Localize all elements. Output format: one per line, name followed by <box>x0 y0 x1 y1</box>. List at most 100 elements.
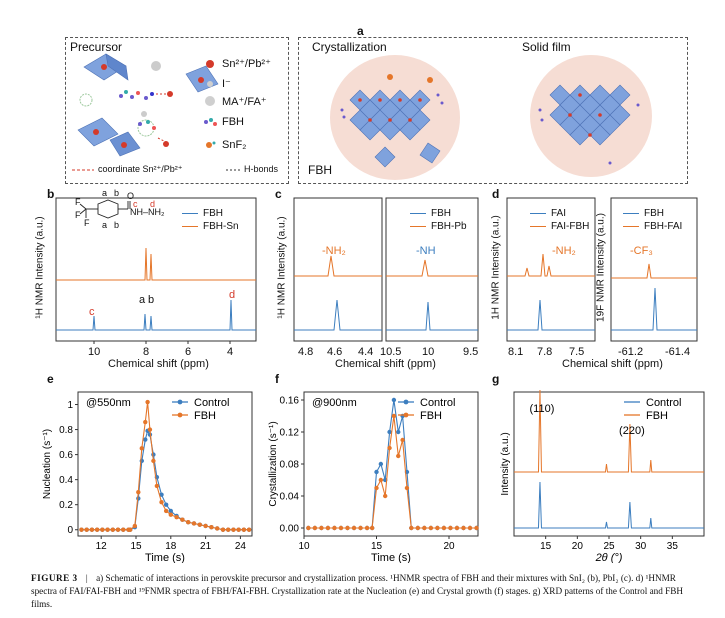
e-annotation: @550nm <box>86 397 131 409</box>
f-ytick-label: 0.16 <box>280 396 300 407</box>
f-fbh-point <box>409 525 414 531</box>
legend-sn-pb: Sn²⁺/Pb²⁺ <box>222 58 271 70</box>
e-fbh-point <box>197 522 202 527</box>
e-ytick-label: 1 <box>67 400 73 411</box>
f-fbh-point <box>378 477 384 483</box>
e-fbh-point <box>191 521 197 526</box>
f-control-point <box>378 461 384 467</box>
e-legend-marker <box>177 412 183 418</box>
e-control-point <box>159 492 164 497</box>
panel-c-right-frame <box>385 197 479 342</box>
e-fbh-point <box>136 489 141 495</box>
legend-coordinate: coordinate Sn²⁺/Pb²⁺ <box>98 164 183 174</box>
figure-caption: FIGURE 3 | a) Schematic of interactions … <box>31 572 701 611</box>
e-xtick-label: 15 <box>130 541 142 552</box>
panel-e-letter: e <box>47 372 54 386</box>
e-fbh-point <box>89 527 95 532</box>
f-xtick-label: 15 <box>371 541 383 552</box>
e-legend-label: FBH <box>194 410 216 422</box>
f-fbh-point <box>374 485 379 491</box>
f-fbh-point <box>319 525 324 531</box>
d-xtick-81: 8.1 <box>508 346 524 358</box>
b-xlabel: Chemical shift (ppm) <box>108 358 209 370</box>
panel-c-left-frame <box>293 197 383 342</box>
f-fbh-point <box>338 525 344 531</box>
e-legend-label: Control <box>194 397 229 409</box>
d-ylabel-right: 19F NMR Intensity (a.u.) <box>595 213 607 322</box>
c-legend-fbhpb: FBH-Pb <box>410 221 467 232</box>
caption-sep: | <box>85 573 88 583</box>
e-fbh-point <box>143 419 148 425</box>
f-control-point <box>374 469 379 475</box>
d-xtick-75: 7.5 <box>569 346 585 358</box>
b-legend-fbh: FBH <box>182 208 223 219</box>
crystallization-chart: 10 15 20 0.00 0.04 0.08 0.12 0.16 Time (s) Crysta… <box>268 391 479 563</box>
b-xtick-10: 10 <box>88 346 101 358</box>
panel-c-left-orange <box>294 255 382 277</box>
e-fbh-point <box>145 399 150 405</box>
c-legend-fbhpb-text: FBH-Pb <box>431 221 467 232</box>
g-xtick-label: 25 <box>603 541 615 552</box>
f-control-point <box>391 397 397 403</box>
legend-ma-fa: MA⁺/FA⁺ <box>222 96 267 108</box>
b-legend-fbh-text: FBH <box>203 208 223 219</box>
b-struct-a2: a <box>102 220 108 230</box>
legend-snf2: SnF₂ <box>222 139 247 151</box>
b-legend-fbhsn: FBH-Sn <box>182 221 239 232</box>
d-xtick-612: -61.2 <box>618 346 644 358</box>
c-xtick-48: 4.8 <box>298 346 314 358</box>
e-fbh-point <box>121 527 126 532</box>
panel-b-frame <box>55 197 257 342</box>
panel-b-chart <box>55 197 257 344</box>
f-fbh-point <box>428 525 434 531</box>
d-xlabel: Chemical shift (ppm) <box>562 358 663 370</box>
b-struct-b2: b <box>114 220 120 230</box>
g-xlabel: 2θ (°) <box>595 552 623 563</box>
g-peak-label: (110) <box>530 403 555 415</box>
b-legend-fbhsn-text: FBH-Sn <box>203 221 239 232</box>
f-fbh-point <box>396 453 401 459</box>
f-fbh-point <box>435 525 440 531</box>
g-legend-label: FBH <box>646 410 668 422</box>
e-frame <box>77 391 253 537</box>
e-fbh-point <box>231 527 236 532</box>
e-fbh-point <box>132 523 138 529</box>
f-fbh-point <box>383 493 388 499</box>
solid-film-title: Solid film <box>522 40 571 54</box>
b-struct-nh: NH–NH₂ <box>130 207 165 217</box>
b-struct-F2: F <box>75 210 81 220</box>
f-fbh-point <box>461 525 466 531</box>
e-fbh-point <box>209 525 214 530</box>
xrd-chart: 15 20 25 30 35 2θ (°) Intensity (a.u.) ControlF… <box>500 389 705 563</box>
e-fbh-point <box>246 527 252 532</box>
e-fbh-point <box>163 508 169 514</box>
e-ylabel: Nucleation (s⁻¹) <box>42 429 53 499</box>
c-xtick-46: 4.6 <box>327 346 343 358</box>
f-fbh-point <box>391 413 397 419</box>
legend-iodide: I⁻ <box>222 78 231 90</box>
f-ytick-label: 0.04 <box>280 492 300 503</box>
d-xtick-78: 7.8 <box>537 346 553 358</box>
d-legend-fbhfai: FBH-FAI <box>623 221 682 232</box>
e-fbh-point <box>174 515 179 520</box>
panel-a-legend <box>72 60 240 171</box>
f-legend-label: Control <box>420 397 455 409</box>
f-fbh-point <box>454 525 460 531</box>
f-xtick-label: 10 <box>298 541 310 552</box>
crystallization-title: Crystallization <box>312 40 387 54</box>
panel-d-right-orange <box>611 263 697 279</box>
d-ylabel-left: 1H NMR Intensity (a.u.) <box>490 215 502 320</box>
b-ylabel: ¹H NMR Intensity (a.u.) <box>34 216 46 319</box>
f-annotation: @900nm <box>312 397 357 409</box>
f-fbh-point <box>474 525 479 531</box>
e-fbh-point <box>241 527 247 532</box>
e-ytick-label: 0.2 <box>59 500 73 511</box>
d-legend-fbhfai-text: FBH-FAI <box>644 221 683 232</box>
panel-c-right-orange <box>386 259 478 277</box>
precursor-title: Precursor <box>70 40 123 54</box>
e-fbh-point <box>100 527 105 532</box>
f-fbh-point <box>369 525 375 531</box>
e-control-point <box>168 508 173 514</box>
e-fbh-point <box>159 499 164 505</box>
b-peak-ab-a: a <box>139 294 146 306</box>
